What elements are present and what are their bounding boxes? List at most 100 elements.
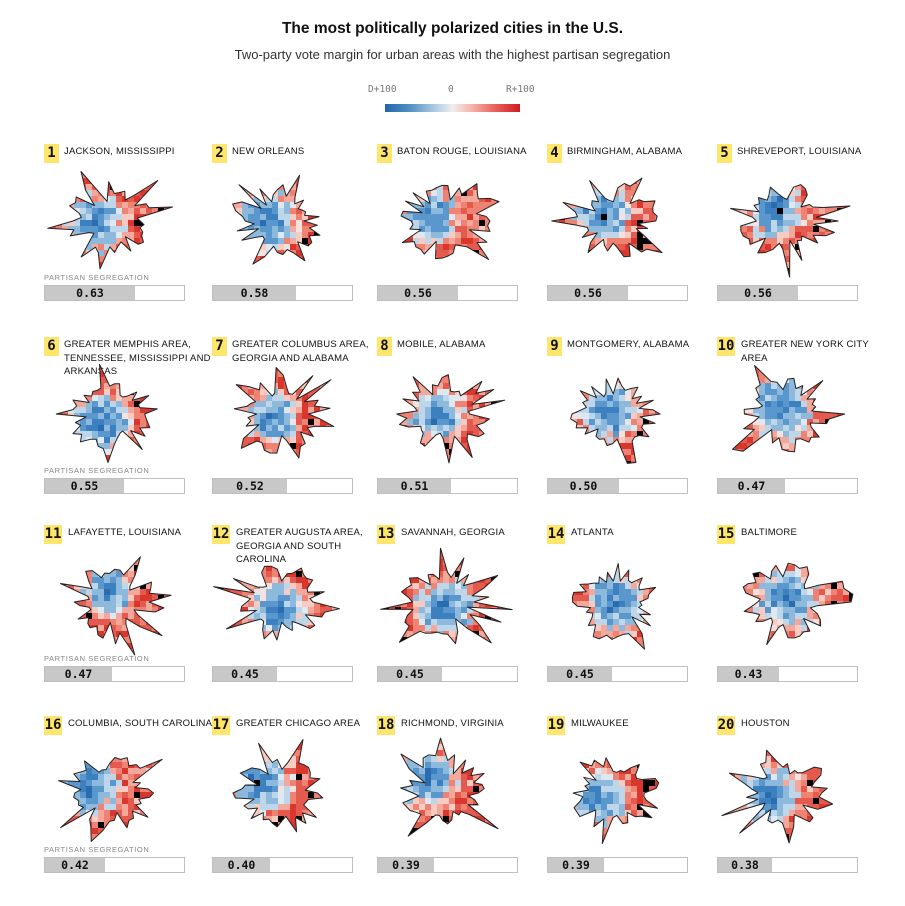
rank-badge: 2 [212,144,227,163]
city-name: LAFAYETTE, LOUISIANA [68,526,214,540]
segregation-bar: 0.50 [547,478,688,494]
segregation-bar: 0.47 [717,478,858,494]
segregation-value: 0.40 [213,858,270,872]
segregation-value: 0.58 [213,286,296,300]
segregation-value: 0.47 [45,667,112,681]
rank-badge: 17 [212,716,230,735]
segregation-value: 0.45 [548,667,612,681]
city-name: SHREVEPORT, LOUISIANA [737,145,887,159]
city-map [377,547,527,665]
legend-right-label: R+100 [506,84,535,95]
segregation-bar: 0.45 [377,666,518,682]
rank-badge: 14 [547,525,565,544]
city-panel: 17 GREATER CHICAGO AREA 0.40 [212,716,382,906]
segregation-bar: 0.51 [377,478,518,494]
city-map [377,738,527,856]
city-map [212,166,362,284]
segregation-label: PARTISAN SEGREGATION [44,845,149,854]
segregation-value: 0.38 [718,858,772,872]
rank-badge: 18 [377,716,395,735]
segregation-label: PARTISAN SEGREGATION [44,273,149,282]
city-name: MOBILE, ALABAMA [397,338,547,352]
segregation-value: 0.56 [548,286,628,300]
segregation-bar: 0.47 [44,666,185,682]
segregation-value: 0.63 [45,286,135,300]
legend-left-label: D+100 [368,84,397,95]
segregation-value: 0.43 [718,667,779,681]
rank-badge: 7 [212,337,227,356]
segregation-bar: 0.63 [44,285,185,301]
city-name: RICHMOND, VIRGINIA [401,717,547,731]
city-map [547,359,697,477]
segregation-bar: 0.42 [44,857,185,873]
city-map [717,166,867,284]
rank-badge: 13 [377,525,395,544]
color-legend: D+100 0 R+100 [360,84,550,114]
segregation-value: 0.51 [378,479,451,493]
legend-gradient-bar [385,104,520,112]
city-panel: 4 BIRMINGHAM, ALABAMA 0.56 [547,144,717,334]
rank-badge: 16 [44,716,62,735]
rank-badge: 6 [44,337,59,356]
segregation-label: PARTISAN SEGREGATION [44,466,149,475]
segregation-value: 0.56 [718,286,798,300]
city-name: SAVANNAH, GEORGIA [401,526,547,540]
city-map [44,359,194,477]
chart-subtitle: Two-party vote margin for urban areas wi… [0,47,905,62]
city-panel: 5 SHREVEPORT, LOUISIANA 0.56 [717,144,887,334]
city-name: BALTIMORE [741,526,887,540]
city-map [547,547,697,665]
segregation-bar: 0.56 [547,285,688,301]
city-name: JACKSON, MISSISSIPPI [64,145,214,159]
segregation-bar: 0.56 [377,285,518,301]
segregation-value: 0.39 [548,858,604,872]
segregation-value: 0.52 [213,479,287,493]
city-map [377,359,527,477]
segregation-bar: 0.43 [717,666,858,682]
city-name: GREATER CHICAGO AREA [236,717,382,731]
segregation-value: 0.47 [718,479,785,493]
rank-badge: 8 [377,337,392,356]
segregation-value: 0.45 [213,667,277,681]
segregation-value: 0.50 [548,479,619,493]
city-panel: 8 MOBILE, ALABAMA 0.51 [377,337,547,527]
city-name: COLUMBIA, SOUTH CAROLINA [68,717,214,731]
segregation-value: 0.55 [45,479,124,493]
city-map [212,547,362,665]
city-name: BIRMINGHAM, ALABAMA [567,145,717,159]
segregation-bar: 0.55 [44,478,185,494]
segregation-bar: 0.38 [717,857,858,873]
city-map [44,738,194,856]
city-map [212,359,362,477]
segregation-bar: 0.52 [212,478,353,494]
segregation-value: 0.42 [45,858,105,872]
segregation-bar: 0.45 [212,666,353,682]
rank-badge: 12 [212,525,230,544]
rank-badge: 1 [44,144,59,163]
segregation-bar: 0.39 [547,857,688,873]
city-name: HOUSTON [741,717,887,731]
city-panel: 13 SAVANNAH, GEORGIA 0.45 [377,525,547,715]
city-panel: 1 JACKSON, MISSISSIPPI PARTISAN SEGREGATIO… [44,144,214,334]
city-map [717,359,867,477]
segregation-bar: 0.58 [212,285,353,301]
segregation-bar: 0.56 [717,285,858,301]
rank-badge: 5 [717,144,732,163]
segregation-bar: 0.40 [212,857,353,873]
city-panel: 16 COLUMBIA, SOUTH CAROLINA PARTISAN SEGRE… [44,716,214,906]
city-map [377,166,527,284]
segregation-bar: 0.45 [547,666,688,682]
rank-badge: 4 [547,144,562,163]
city-map [44,547,194,665]
